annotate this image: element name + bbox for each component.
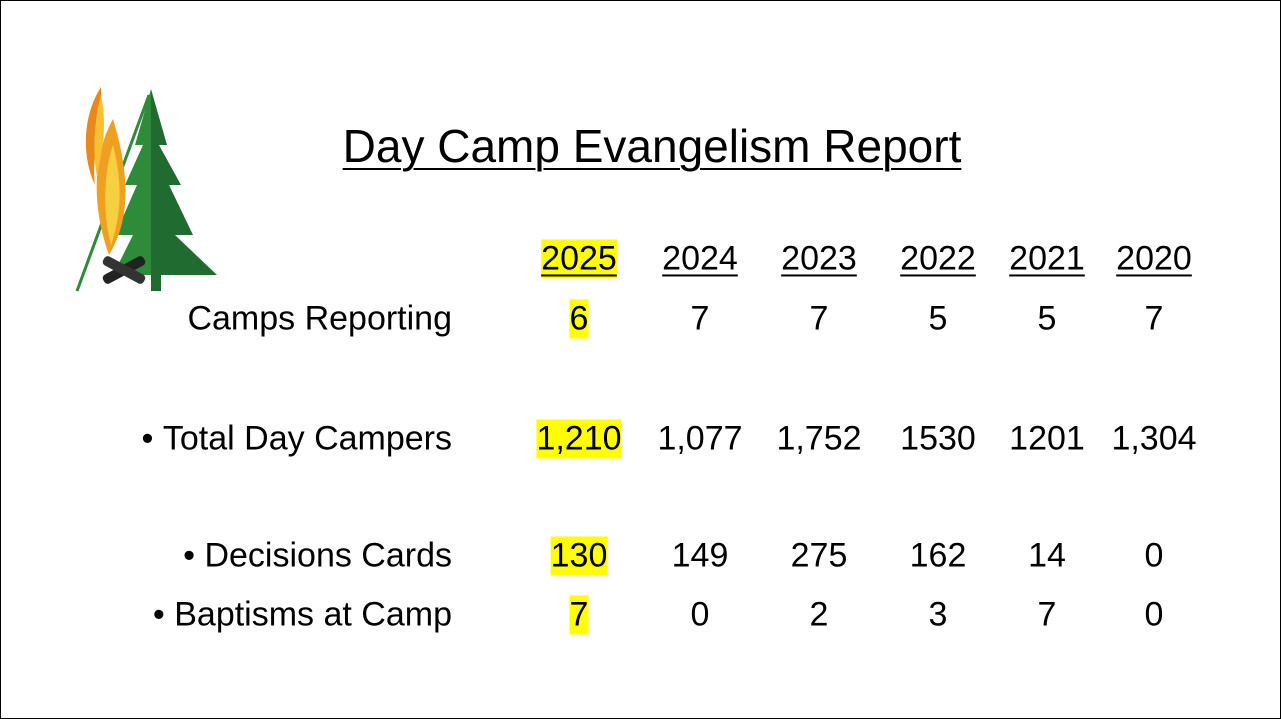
row-label: Baptisms at Camp <box>153 595 452 634</box>
table-cell: 7 <box>690 299 710 338</box>
table-cell: 130 <box>550 536 608 576</box>
column-header: 2024 <box>662 239 738 278</box>
column-header: 2025 <box>541 239 617 279</box>
table-cell: 7 <box>569 595 589 635</box>
table-cell: 1,210 <box>536 419 622 459</box>
table-cell: 1,304 <box>1111 419 1197 458</box>
row-label: Decisions Cards <box>183 536 452 575</box>
table-cell: 7 <box>1144 299 1164 338</box>
row-label: Camps Reporting <box>187 299 452 338</box>
table-cell: 0 <box>1144 595 1164 634</box>
column-header: 2021 <box>1009 239 1085 278</box>
slide-title: Day Camp Evangelism Report <box>342 120 962 172</box>
table-cell: 5 <box>928 299 948 338</box>
table-cell: 1,077 <box>657 419 743 458</box>
table-cell: 7 <box>1037 595 1057 634</box>
table-cell: 3 <box>928 595 948 634</box>
table-cell: 6 <box>569 299 589 339</box>
table-cell: 1201 <box>1009 419 1085 458</box>
table-cell: 2 <box>809 595 829 634</box>
table-cell: 0 <box>1144 536 1164 575</box>
table-cell: 5 <box>1037 299 1057 338</box>
table-cell: 1530 <box>900 419 976 458</box>
table-cell: 275 <box>790 536 848 575</box>
column-header: 2023 <box>781 239 857 278</box>
row-label: Total Day Campers <box>142 419 452 458</box>
table-cell: 1,752 <box>776 419 862 458</box>
column-header: 2022 <box>900 239 976 278</box>
table-cell: 149 <box>671 536 729 575</box>
logo <box>75 87 217 292</box>
table-cell: 162 <box>909 536 967 575</box>
table-cell: 7 <box>809 299 829 338</box>
column-header: 2020 <box>1116 239 1192 278</box>
table-cell: 0 <box>690 595 710 634</box>
table-cell: 14 <box>1028 536 1066 575</box>
